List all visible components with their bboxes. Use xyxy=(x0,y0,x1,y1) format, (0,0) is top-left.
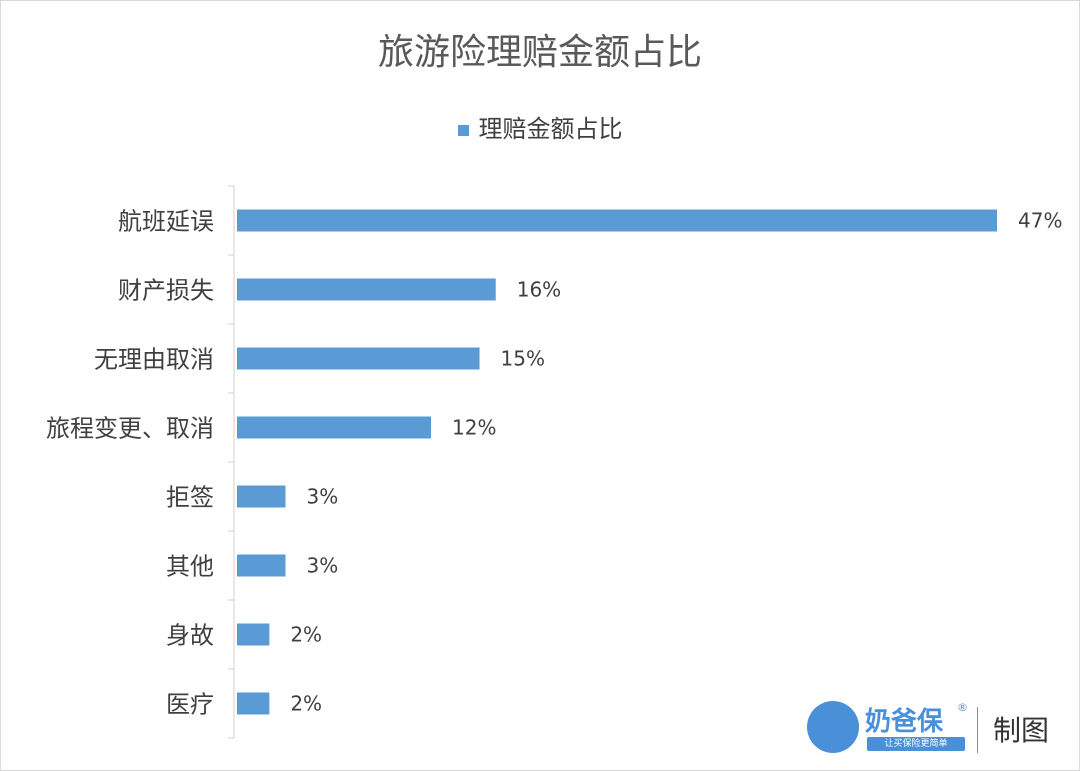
bar xyxy=(237,416,432,439)
logo-brand: 奶爸保 xyxy=(865,707,944,737)
bar xyxy=(237,347,480,370)
legend-label: 理赔金额占比 xyxy=(478,115,623,143)
category-label: 身故 xyxy=(166,622,214,650)
legend-swatch xyxy=(457,124,469,136)
data-label: 2% xyxy=(290,692,322,716)
category-label: 拒签 xyxy=(166,484,214,512)
logo-figure-icon xyxy=(807,701,859,753)
logo-suffix: 制图 xyxy=(993,714,1050,747)
data-label: 3% xyxy=(307,554,339,578)
logo-registered: ® xyxy=(957,701,968,714)
bar xyxy=(237,692,270,715)
data-label: 12% xyxy=(452,416,496,440)
data-label: 47% xyxy=(1018,209,1062,233)
logo-divider xyxy=(977,707,978,753)
category-label: 旅程变更、取消 xyxy=(46,415,214,443)
logo-slogan: 让买保险更简单 xyxy=(867,737,965,751)
chart-title: 旅游险理赔金额占比 xyxy=(377,32,702,73)
data-label: 15% xyxy=(501,347,545,371)
bar xyxy=(237,278,496,301)
bar xyxy=(237,554,286,577)
category-label: 医疗 xyxy=(166,691,214,719)
category-label: 无理由取消 xyxy=(94,346,214,374)
watermark-logo: 奶爸保 ® 让买保险更简单 制图 xyxy=(807,701,1077,759)
data-label: 16% xyxy=(517,278,561,302)
category-label: 其他 xyxy=(166,553,214,581)
category-label: 财产损失 xyxy=(118,277,214,305)
bar xyxy=(237,623,270,646)
data-label: 2% xyxy=(290,623,322,647)
legend: 理赔金额占比 xyxy=(1,109,1079,144)
bar xyxy=(237,485,286,508)
data-label: 3% xyxy=(307,485,339,509)
bar xyxy=(237,209,997,232)
category-label: 航班延误 xyxy=(118,208,214,236)
